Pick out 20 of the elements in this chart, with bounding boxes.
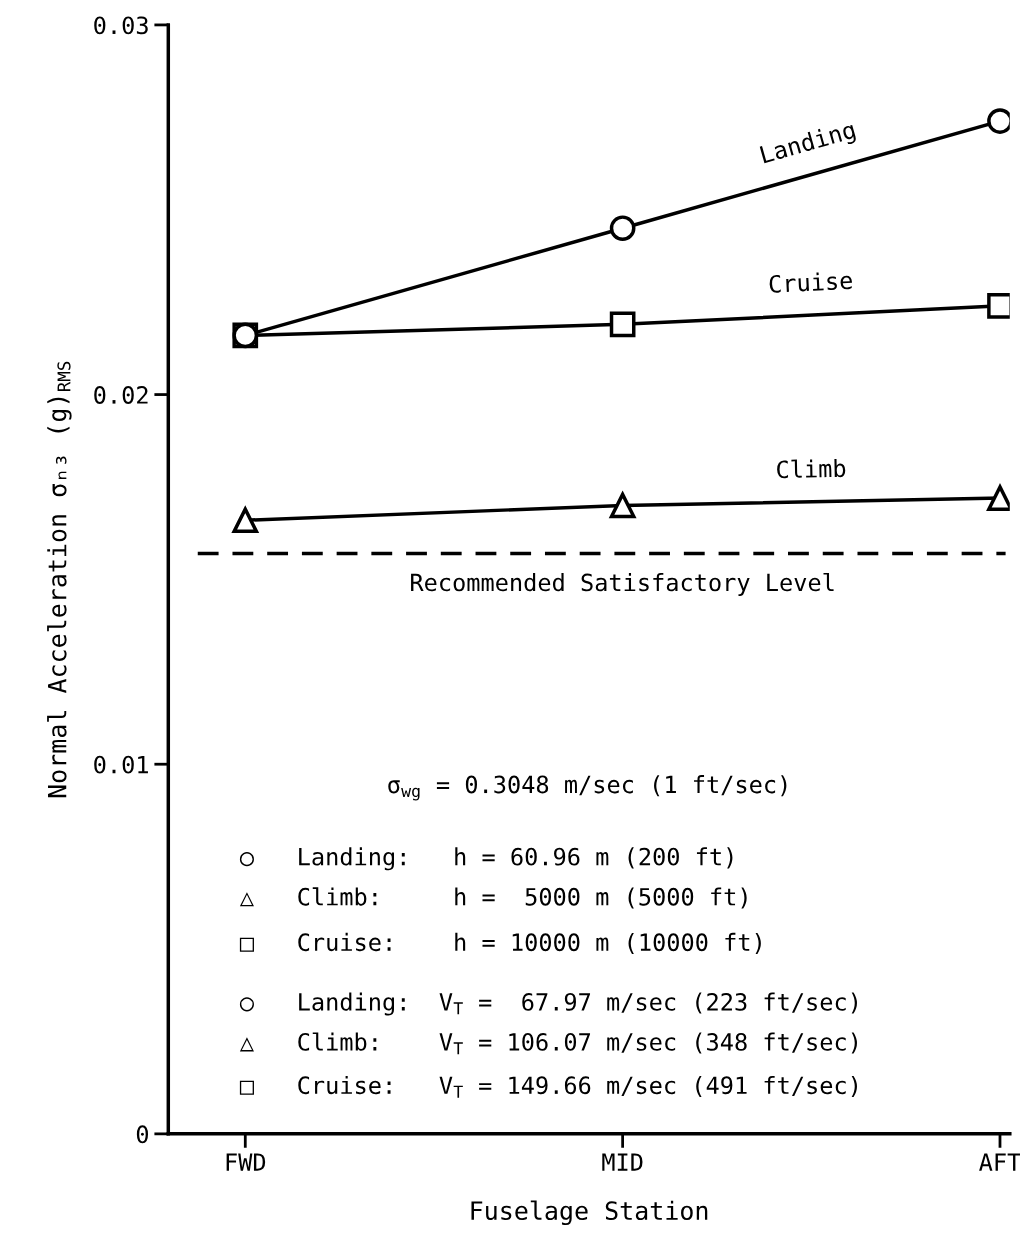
y-tick-label: 0 <box>136 1125 149 1144</box>
y-axis-title: Normal Acceleration σₙ₃ (g)$_{RMS}$ <box>47 361 72 798</box>
annotation: □ Cruise: V$_{T}$ = 149.66 m/sec (491 ft/sec) <box>239 1075 857 1098</box>
series-label: Climb <box>776 458 846 479</box>
y-tick-label: 0.01 <box>94 755 148 774</box>
y-tick-label: 0.02 <box>94 386 148 404</box>
text: Landing <box>759 120 858 169</box>
x-axis-title: Fuselage Station <box>471 1200 708 1226</box>
ref-line-label: Recommended Satisfactory Level <box>411 572 834 596</box>
x-tick-label: MID <box>602 1153 643 1171</box>
y-tick-label: 0.03 <box>94 16 148 35</box>
annotation: △ Climb: h = 5000 m (5000 ft) <box>239 887 747 909</box>
annotation: △ Climb: V$_{T}$ = 106.07 m/sec (348 ft/sec) <box>239 1032 857 1055</box>
x-tick-label: AFT <box>979 1153 1020 1171</box>
series-label: Cruise <box>769 270 853 294</box>
annotation: ○ Landing: V$_{T}$ = 67.97 m/sec (223 ft/sec) <box>239 992 857 1016</box>
annotation: ○ Landing: h = 60.96 m (200 ft) <box>239 847 733 871</box>
annotation: σ$_{wg}$ = 0.3048 m/sec (1 ft/sec) <box>388 775 787 801</box>
annotation: □ Cruise: h = 10000 m (10000 ft) <box>239 932 761 954</box>
x-tick-label: FWD <box>226 1153 266 1171</box>
